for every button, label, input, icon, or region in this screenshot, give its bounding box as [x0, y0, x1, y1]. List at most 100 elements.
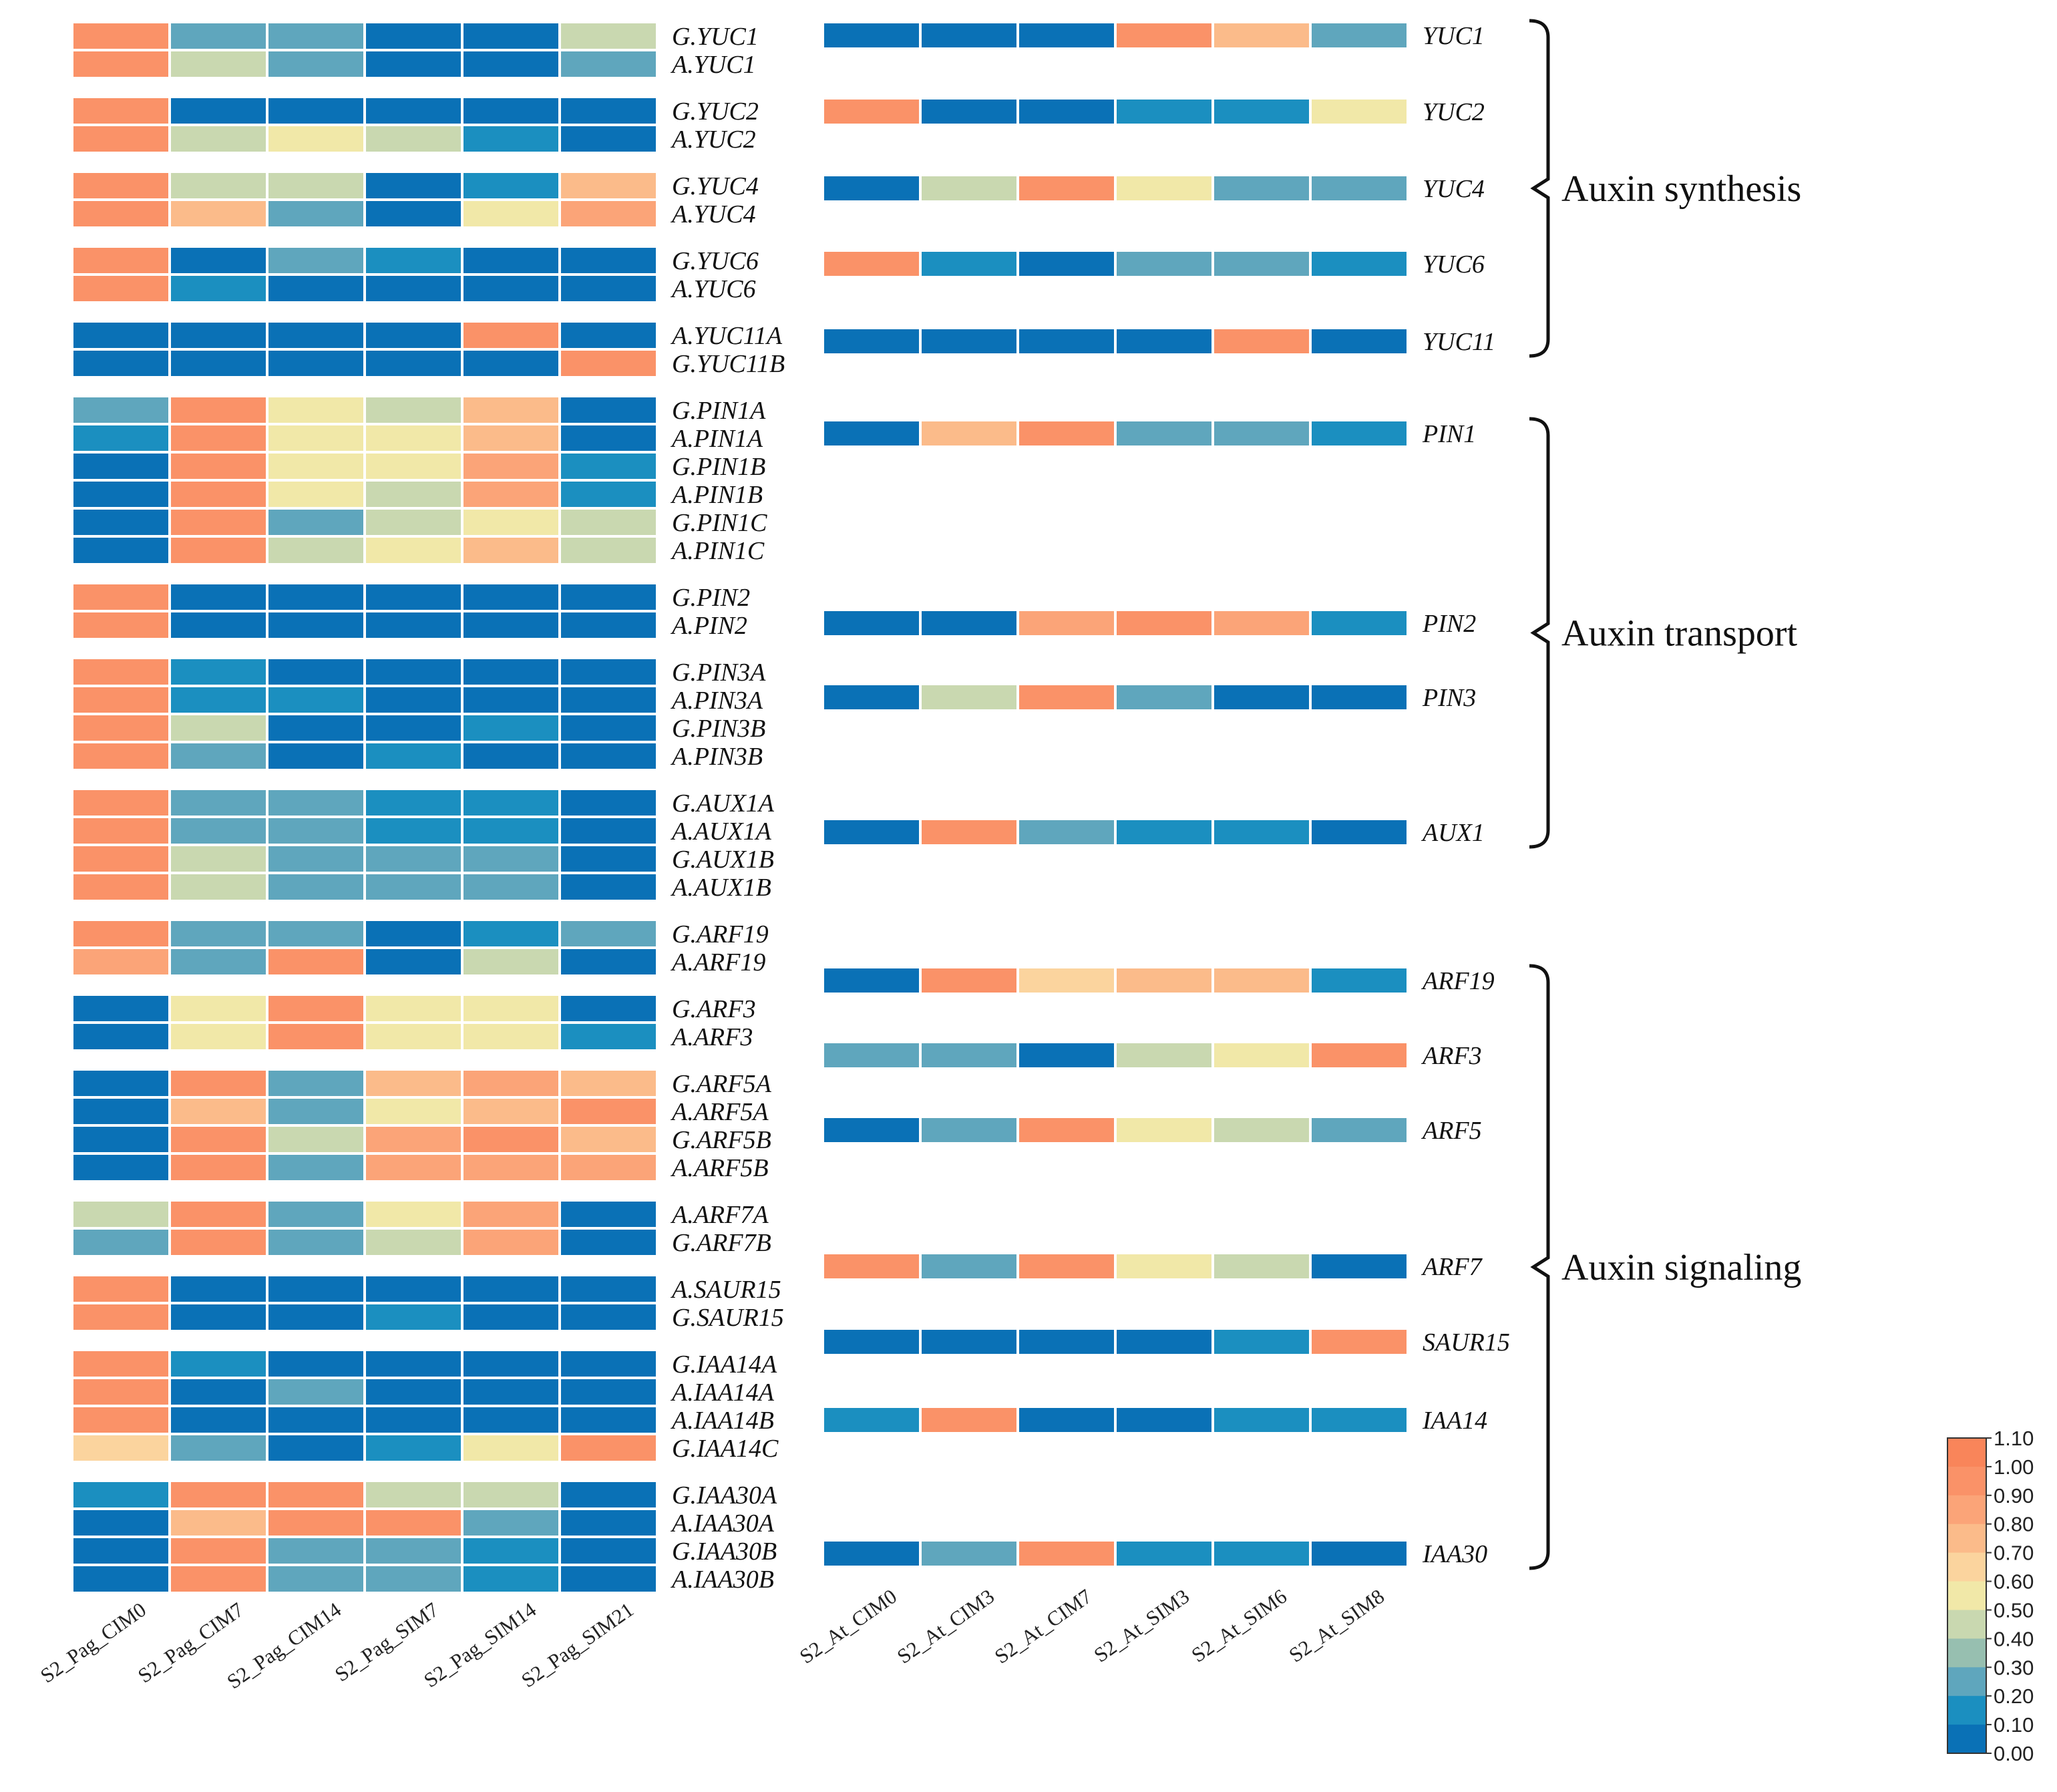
left-cell: [461, 657, 561, 687]
left-cell: [363, 320, 463, 351]
left-cell: [461, 582, 561, 612]
left-cell: [461, 741, 561, 771]
left-cell: [266, 872, 366, 902]
left-cell: [71, 21, 171, 51]
left-cell: [71, 507, 171, 538]
left-column-label: S2_Pag_CIM0: [36, 1598, 150, 1687]
right-cell: [1114, 1405, 1214, 1435]
left-cell: [266, 395, 366, 425]
left-cell: [266, 1227, 366, 1258]
left-cell: [266, 49, 366, 79]
left-cell: [558, 918, 659, 949]
right-cell: [1114, 683, 1214, 712]
left-cell: [363, 423, 463, 454]
left-cell: [363, 1377, 463, 1407]
left-cell: [461, 685, 561, 715]
left-cell: [558, 245, 659, 276]
left-cell: [168, 535, 268, 566]
left-cell: [363, 395, 463, 425]
left-cell: [461, 1405, 561, 1435]
colorbar: 1.10 1.00 0.90 0.80 0.70 0.60 0.50 0.40 0.30 0.20…: [1947, 1427, 2034, 1765]
left-cell: [71, 348, 171, 379]
left-cell: [266, 816, 366, 846]
right-cell: [919, 327, 1019, 356]
right-cell: [1211, 249, 1312, 279]
left-cell: [168, 946, 268, 977]
left-gene-label: A.PIN2: [670, 612, 747, 640]
left-cell: [71, 320, 171, 351]
left-cell: [461, 96, 561, 126]
left-cell: [363, 348, 463, 379]
left-cell: [266, 1564, 366, 1594]
right-gene-label: YUC6: [1423, 250, 1485, 279]
left-cell: [363, 479, 463, 510]
left-cell: [363, 245, 463, 276]
right-cell: [1016, 1041, 1117, 1070]
left-cell: [71, 1564, 171, 1594]
left-cell: [558, 170, 659, 201]
left-cell: [71, 273, 171, 304]
left-cell: [71, 993, 171, 1024]
right-gene-label: YUC2: [1423, 98, 1485, 126]
right-cell: [821, 174, 922, 203]
left-cell: [558, 741, 659, 771]
left-cell: [71, 49, 171, 79]
left-cell: [558, 657, 659, 687]
left-cell: [558, 1227, 659, 1258]
left-cell: [558, 395, 659, 425]
left-gene-label: A.ARF3: [670, 1023, 753, 1051]
right-cell: [1211, 1327, 1312, 1357]
right-gene-label: SAUR15: [1423, 1328, 1510, 1357]
left-cell: [168, 170, 268, 201]
left-cell: [266, 273, 366, 304]
right-cell: [821, 966, 922, 995]
right-cell: [821, 1539, 922, 1568]
left-cell: [461, 1124, 561, 1155]
right-cell: [1309, 174, 1409, 203]
group-bracket: [1529, 19, 1550, 358]
left-cell: [266, 1377, 366, 1407]
left-cell: [461, 395, 561, 425]
left-cell: [168, 1124, 268, 1155]
right-cell: [919, 249, 1019, 279]
colorbar-tick-label: 0.50: [1994, 1598, 2034, 1622]
right-cell: [919, 966, 1019, 995]
left-cell: [461, 1349, 561, 1379]
right-cell: [1114, 1327, 1214, 1357]
left-cell: [363, 1405, 463, 1435]
left-cell: [461, 1377, 561, 1407]
left-cell: [461, 844, 561, 874]
left-cell: [266, 320, 366, 351]
right-column-label: S2_At_CIM3: [893, 1584, 998, 1668]
left-cell: [266, 1068, 366, 1099]
left-gene-label: A.PIN1A: [670, 425, 763, 453]
left-gene-label: G.PIN1C: [672, 509, 767, 537]
left-cell: [363, 1507, 463, 1538]
left-cell: [71, 844, 171, 874]
left-cell: [363, 844, 463, 874]
right-cell: [1309, 97, 1409, 126]
right-cell: [1309, 683, 1409, 712]
left-cell: [168, 872, 268, 902]
left-cell: [461, 507, 561, 538]
right-column-label: S2_At_SIM8: [1284, 1584, 1388, 1667]
right-cell: [821, 419, 922, 448]
right-cell: [1211, 1041, 1312, 1070]
colorbar-tick-label: 0.10: [1994, 1713, 2034, 1737]
left-cell: [558, 348, 659, 379]
left-cell: [558, 451, 659, 482]
left-cell: [558, 96, 659, 126]
left-cell: [558, 49, 659, 79]
left-gene-label: A.PIN1B: [670, 481, 763, 509]
left-cell: [71, 479, 171, 510]
left-cell: [168, 395, 268, 425]
left-cell: [363, 1199, 463, 1230]
right-cell: [1309, 419, 1409, 448]
left-gene-label: A.PIN3B: [670, 743, 763, 771]
left-gene-label: G.SAUR15: [672, 1304, 784, 1332]
right-gene-label: PIN2: [1422, 610, 1476, 638]
right-cell: [1309, 966, 1409, 995]
right-cell: [1016, 327, 1117, 356]
left-cell: [363, 610, 463, 641]
